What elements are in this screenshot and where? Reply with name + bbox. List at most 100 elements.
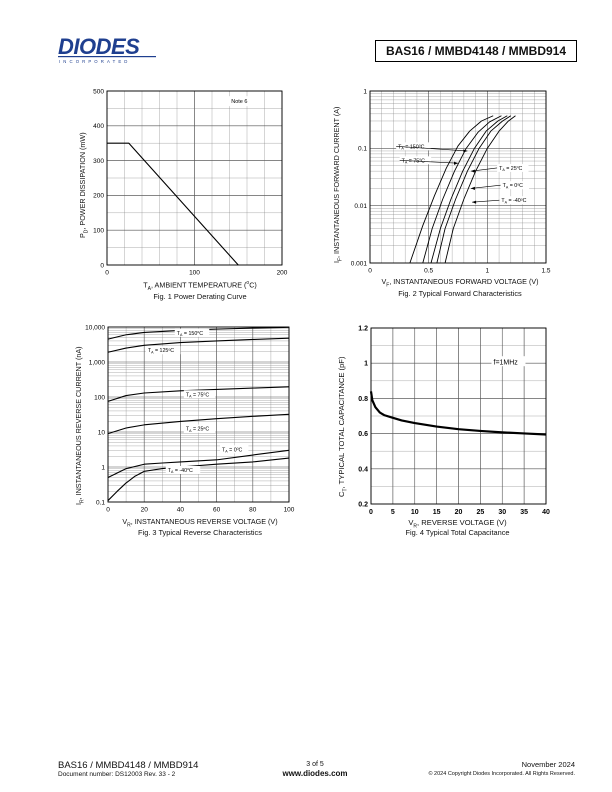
fig1-x-axis-title: TA, AMBIENT TEMPERATURE (oC)	[143, 280, 257, 292]
series-line-4	[436, 115, 512, 264]
series-label-bg	[500, 181, 529, 190]
label-arrow-head	[454, 161, 458, 165]
y-tick-label: 1.2	[358, 325, 368, 332]
x-tick-label: 15	[433, 509, 441, 516]
y-tick-label: 0.2	[358, 501, 368, 508]
y-tick-label: 10	[98, 429, 106, 436]
x-tick-label: 60	[213, 507, 221, 514]
x-tick-label: 0.5	[424, 268, 433, 275]
label-leader-line	[399, 160, 459, 164]
series-label-text: TA = 25oC	[499, 165, 522, 172]
label-arrow-head	[470, 169, 475, 173]
series-line-2	[107, 337, 290, 353]
fig2-caption: Fig. 2 Typical Forward Characteristics	[398, 289, 522, 298]
y-tick-label: 0.8	[358, 396, 368, 403]
series-label-text: TA = 150oC	[177, 330, 203, 337]
y-tick-label: 0.6	[358, 431, 368, 438]
note-6-label: Note 6	[231, 99, 247, 105]
x-tick-label: 200	[277, 270, 288, 277]
series-line-5	[107, 449, 290, 479]
y-tick-label: 100	[93, 227, 104, 234]
series-label-3: TA = 75oC	[183, 390, 216, 399]
frequency-note: f=1MHz	[494, 360, 519, 367]
series-label-5: TA = 0oC	[220, 445, 249, 454]
series-line-4	[107, 413, 290, 435]
y-tick-label: 0	[100, 262, 104, 269]
series-label-text: TA = 0oC	[222, 447, 243, 454]
fig2-x-axis-title: VF, INSTANTANEOUS FORWARD VOLTAGE (V)	[381, 277, 539, 289]
footer-page-number: 3 of 5	[306, 761, 324, 768]
x-tick-label: 20	[141, 507, 149, 514]
y-tick-label: 0.001	[351, 260, 368, 267]
power-derating-chart: 0 100 200 300 400 500 0 100 200 Note 6	[93, 88, 288, 277]
x-tick-label: 0	[106, 507, 110, 514]
fig4-caption: Fig. 4 Typical Total Capacitance	[405, 528, 510, 537]
series-label-5: TA = -40oC	[499, 196, 534, 204]
series-line-1	[409, 115, 494, 264]
y-tick-label: 1,000	[89, 359, 106, 366]
series-label-bg	[145, 346, 181, 355]
footer-part-numbers: BAS16 / MMBD4148 / MMBD914	[58, 760, 199, 771]
series-label-2: TA = 125oC	[145, 346, 181, 355]
label-leader-line	[470, 167, 498, 172]
x-tick-label: 1.5	[541, 268, 550, 275]
series-label-3: TA = 25oC	[497, 163, 529, 172]
x-tick-label: 30	[498, 509, 506, 516]
series-label-text: TA = 25oC	[186, 426, 209, 433]
series-line-1	[369, 391, 547, 436]
series-label-bg	[220, 445, 249, 454]
plot-frame	[369, 90, 547, 264]
y-tick-label: 1	[101, 464, 105, 471]
series-label-text: TA = -40oC	[168, 467, 193, 474]
fig3-caption: Fig. 3 Typical Reverse Characteristics	[138, 528, 262, 537]
y-tick-label: 500	[93, 88, 104, 95]
series-label-bg	[396, 142, 431, 151]
x-tick-label: 35	[520, 509, 528, 516]
logo-text: DIODES	[58, 34, 140, 59]
footer-doc-number: Document number: DS12003 Rev. 33 - 2	[58, 771, 176, 778]
label-arrow-head	[463, 149, 468, 153]
x-tick-label: 0	[369, 509, 373, 516]
plot-frame	[370, 327, 547, 505]
series-label-bg	[499, 196, 534, 205]
diodes-logo-mark: DIODES INCORPORATED	[58, 34, 156, 64]
note-box	[228, 96, 259, 107]
series-label-bg	[183, 390, 216, 399]
y-tick-label: 0.01	[354, 203, 367, 210]
fig1-caption: Fig. 1 Power Derating Curve	[153, 292, 247, 301]
x-tick-label: 0	[368, 268, 372, 275]
series-label-bg	[399, 156, 432, 165]
fig3-y-axis-title: IR, INSTANTANEOUS REVERSE CURRENT (nA)	[74, 346, 86, 505]
footer-website-link[interactable]: www.diodes.com	[282, 769, 348, 778]
fig1-y-axis-title: PD, POWER DISSIPATION (mW)	[78, 132, 90, 238]
y-tick-label: 0.1	[96, 499, 105, 506]
label-arrow-head	[470, 186, 475, 191]
series-label-4: TA = 25oC	[183, 424, 216, 433]
logo-subtext: INCORPORATED	[59, 59, 131, 64]
x-tick-label: 25	[476, 509, 484, 516]
series-label-4: TA = 0oC	[500, 181, 529, 190]
fig4-y-axis-title: CT, TYPICAL TOTAL CAPACITANCE (pF)	[337, 356, 349, 497]
total-capacitance-chart: 0.2 0.4 0.6 0.8 1 1.2 0 5 10 15 20 25 30 35 40 f=1MHz	[358, 325, 550, 516]
x-tick-label: 5	[391, 509, 395, 516]
label-leader-line	[472, 199, 500, 203]
series-line-6	[107, 457, 290, 501]
series-label-text: TA = -40oC	[501, 197, 526, 204]
y-tick-label: 300	[93, 158, 104, 165]
series-label-6: TA = -40oC	[165, 465, 201, 474]
fig4-x-axis-title: VR, REVERSE VOLTAGE (V)	[408, 518, 507, 530]
footer-copyright: © 2024 Copyright Diodes Incorporated. Al…	[428, 771, 575, 777]
x-tick-label: 40	[177, 507, 185, 514]
series-line-2	[422, 115, 502, 264]
x-tick-label: 100	[189, 270, 200, 277]
plot-frame	[106, 90, 283, 266]
series-label-bg	[165, 465, 201, 474]
y-tick-label: 100	[94, 394, 105, 401]
series-label-bg	[183, 424, 216, 433]
x-tick-label: 40	[542, 509, 550, 516]
series-line-3	[430, 115, 508, 264]
series-label-bg	[174, 328, 210, 337]
y-tick-label: 400	[93, 123, 104, 130]
x-tick-label: 20	[455, 509, 463, 516]
